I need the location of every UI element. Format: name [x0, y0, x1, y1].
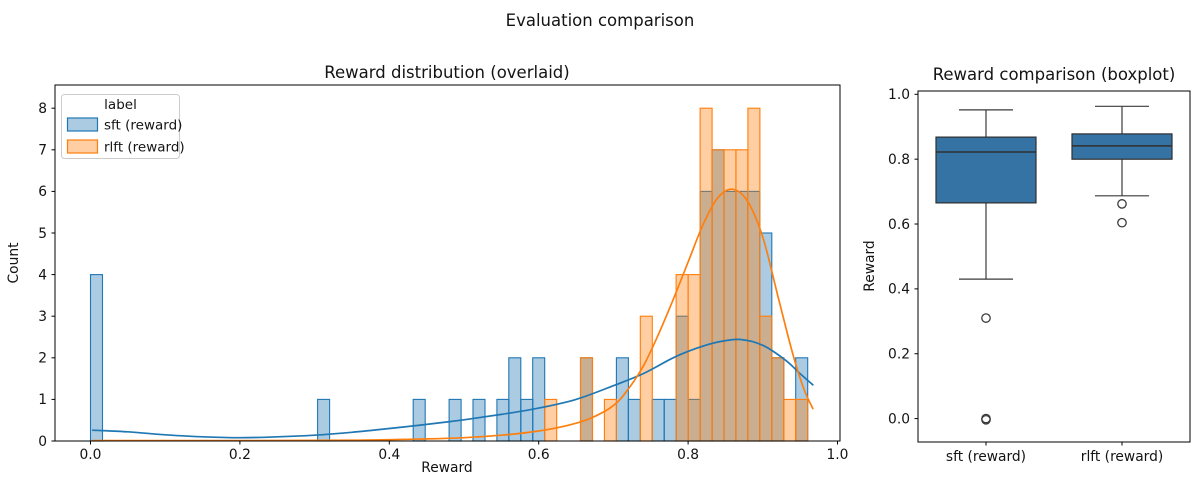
left-plot-title: Reward distribution (overlaid): [324, 63, 569, 82]
hist-bar-sft: [520, 398, 534, 442]
hist-bar-rlft: [795, 398, 809, 442]
hist-bar-sft: [651, 398, 665, 442]
hist-bar-rlft: [675, 274, 689, 442]
x-tick-label: 0.8: [677, 447, 699, 463]
y-tick-label: 1.0: [888, 87, 910, 103]
y-tick-label: 7: [38, 143, 47, 159]
y-tick-label: 0: [38, 434, 47, 450]
hist-bar-rlft: [759, 315, 773, 442]
y-tick-label: 2: [38, 351, 47, 367]
left-axes-frame: [54, 84, 841, 442]
category-label: rlft (reward): [1081, 449, 1163, 465]
hist-bar-sft: [508, 357, 522, 442]
y-tick-label: 0.4: [888, 282, 910, 298]
legend: label sft (reward) rlft (reward): [61, 94, 185, 159]
hist-bar-rlft: [639, 315, 653, 442]
kde-line-rlft: [91, 188, 814, 442]
right-plot: Reward comparison (boxplot) 0.0 0.2 0.4 0.6…: [862, 65, 1191, 465]
legend-label-sft: sft (reward): [104, 118, 182, 134]
hist-bar-sft: [627, 398, 641, 442]
x-tick-label: 0.2: [229, 447, 251, 463]
legend-frame: [61, 94, 180, 159]
y-tick-label: 0.8: [888, 152, 910, 168]
y-tick-label: 3: [38, 309, 47, 325]
hist-bar-rlft: [747, 107, 761, 442]
outlier-point: [981, 414, 991, 425]
figure-suptitle: Evaluation comparison: [506, 11, 695, 30]
box-sft: [935, 136, 1037, 204]
outlier-point: [981, 313, 991, 323]
hist-bar-sft: [412, 398, 426, 442]
x-tick-label: 0.6: [528, 447, 550, 463]
hist-bar-rlft: [783, 398, 797, 442]
y-tick-label: 1: [38, 392, 47, 408]
legend-swatch-rlft: [66, 139, 99, 154]
x-tick-label: 0.0: [80, 447, 102, 463]
x-tick-label: 0.4: [378, 447, 400, 463]
y-tick-label: 4: [38, 267, 47, 283]
legend-swatch-sft: [66, 117, 99, 132]
right-plot-marks: 0.0 0.2 0.4 0.6 0.8 1.0 sft (reward) rlft (rewa…: [888, 87, 1191, 465]
x-tick-label: 1.0: [827, 447, 849, 463]
left-plot-marks: 0.0 0.2 0.4 0.6 0.8 1.0 0 1 2 3 4 5 6 7 8: [38, 84, 849, 463]
outlier-point: [1117, 217, 1127, 228]
outlier-point: [1117, 199, 1127, 209]
hist-bar-rlft: [723, 149, 737, 442]
legend-label-rlft: rlft (reward): [104, 140, 185, 156]
hist-bar-sft: [89, 274, 104, 442]
y-tick-label: 6: [38, 184, 47, 200]
left-plot-ylabel: Count: [6, 242, 22, 284]
y-tick-label: 0.2: [888, 347, 910, 363]
right-plot-ylabel: Reward: [862, 240, 878, 291]
kde-line-sft: [91, 338, 814, 439]
y-tick-label: 8: [38, 101, 47, 117]
y-tick-label: 0.0: [888, 411, 910, 427]
left-plot: Reward distribution (overlaid) 0.0 0.2 0.4…: [6, 63, 848, 476]
hist-bar-rlft: [579, 357, 594, 442]
hist-bar-rlft: [699, 107, 713, 442]
left-plot-xlabel: Reward: [421, 460, 472, 476]
hist-bar-sft: [615, 357, 629, 442]
category-label: sft (reward): [946, 449, 1026, 465]
legend-title: label: [104, 97, 137, 113]
right-plot-title: Reward comparison (boxplot): [933, 65, 1176, 84]
hist-bar-sft: [663, 398, 677, 442]
y-tick-label: 0.6: [888, 217, 910, 233]
hist-bar-rlft: [687, 274, 701, 442]
hist-bar-sft: [472, 398, 486, 442]
hist-bar-sft: [532, 357, 546, 442]
y-tick-label: 5: [38, 226, 47, 242]
hist-bar-rlft: [771, 357, 785, 442]
right-axes-frame: [917, 90, 1191, 443]
